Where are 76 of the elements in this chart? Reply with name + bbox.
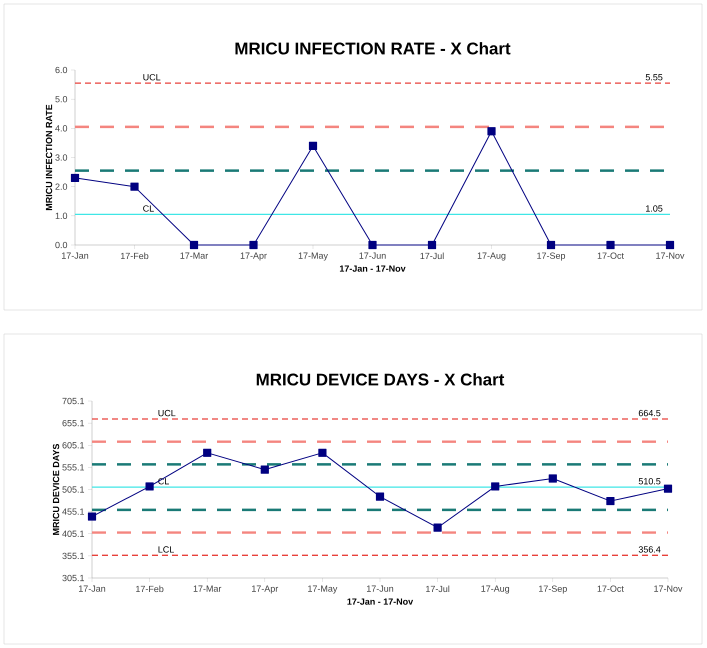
x-tick-label: 17-Apr: [240, 252, 267, 261]
y-tick-label: 2.0: [55, 183, 68, 190]
x-tick-label: 17-Oct: [598, 252, 624, 259]
y-tick-label: 655.1: [62, 420, 84, 426]
x-tick-label: 17-Nov: [654, 586, 682, 592]
x-axis-title: 17-Jan - 17-Nov: [340, 265, 406, 272]
y-tick-label: 3.0: [55, 154, 68, 161]
x-tick-label: 17-Sep: [539, 586, 567, 594]
x-tick-label: 17-Aug: [481, 586, 510, 594]
point: [376, 492, 384, 501]
point: [130, 182, 139, 191]
ref-line-label: CL: [158, 478, 169, 484]
point: [260, 466, 269, 474]
x-tick-label: 17-Apr: [252, 586, 278, 594]
point: [428, 240, 436, 250]
y-tick-label: 705.1: [62, 398, 84, 404]
annotation: 5.55: [646, 74, 662, 80]
y-tick-label: 605.1: [62, 442, 84, 448]
chart-title: MRICU INFECTION RATE - X Chart: [235, 42, 510, 55]
y-tick-label: 0.0: [55, 242, 68, 248]
point: [203, 448, 212, 457]
point: [249, 240, 258, 250]
y-axis-title: MRICU INFECTION RATE: [46, 104, 52, 210]
x-tick-label: 17-Jun: [366, 586, 394, 592]
point: [606, 240, 615, 250]
x-tick-label: 17-Jun: [359, 252, 386, 259]
ref-line-label: UCL: [143, 74, 160, 80]
y-tick-label: 6.0: [55, 66, 68, 74]
annotation: 510.5: [638, 478, 660, 484]
point: [487, 127, 496, 136]
chart-title: MRICU DEVICE DAYS - X Chart: [256, 373, 504, 386]
x-tick-label: 17-Feb: [120, 252, 148, 260]
x-tick-label: 17-Nov: [656, 252, 684, 259]
x-tick-label: 17-May: [308, 586, 338, 594]
x-tick-label: 17-Mar: [180, 252, 208, 259]
x-tick-label: 17-Jan: [78, 586, 106, 592]
point: [606, 496, 615, 506]
x-tick-label: 17-Mar: [194, 586, 222, 592]
x-axis-title: 17-Jan - 17-Nov: [347, 598, 414, 605]
ref-line-label: CL: [143, 205, 154, 212]
x-tick-label: 17-May: [298, 252, 328, 261]
y-tick-label: 555.1: [62, 464, 84, 471]
point: [368, 240, 377, 250]
point: [308, 142, 318, 150]
x-tick-label: 17-Jan: [62, 252, 88, 259]
point: [70, 174, 80, 182]
x-tick-label: 17-Oct: [598, 586, 624, 592]
point: [318, 448, 327, 457]
y-tick-label: 505.1: [62, 486, 84, 493]
x-tick-label: 17-Jul: [426, 586, 450, 592]
point: [146, 482, 154, 491]
ref-line-label: UCL: [158, 410, 176, 416]
x-tick-label: 17-Sep: [537, 252, 566, 261]
point: [190, 240, 198, 250]
point: [491, 482, 500, 491]
annotation: 356.4: [638, 546, 661, 553]
y-tick-label: 405.1: [62, 530, 84, 537]
y-tick-label: 455.1: [62, 508, 84, 515]
point: [548, 474, 557, 483]
annotation: 664.5: [638, 410, 660, 416]
y-axis-title: MRICU DEVICE DAYS: [52, 444, 60, 535]
y-tick-label: 5.0: [55, 96, 68, 102]
x-tick-label: 17-Jul: [420, 252, 444, 260]
point: [664, 484, 672, 493]
y-tick-label: 4.0: [55, 125, 68, 132]
point: [434, 524, 442, 532]
x-tick-label: 17-Aug: [478, 252, 506, 261]
y-tick-label: 305.1: [62, 574, 84, 582]
point: [546, 240, 556, 250]
point: [88, 512, 96, 521]
y-tick-label: 1.0: [56, 212, 68, 220]
point: [666, 240, 674, 250]
ref-line-label: LCL: [158, 546, 174, 553]
annotation: 1.05: [646, 205, 662, 212]
x-tick-label: 17-Feb: [136, 586, 164, 592]
y-tick-label: 355.1: [62, 552, 84, 560]
